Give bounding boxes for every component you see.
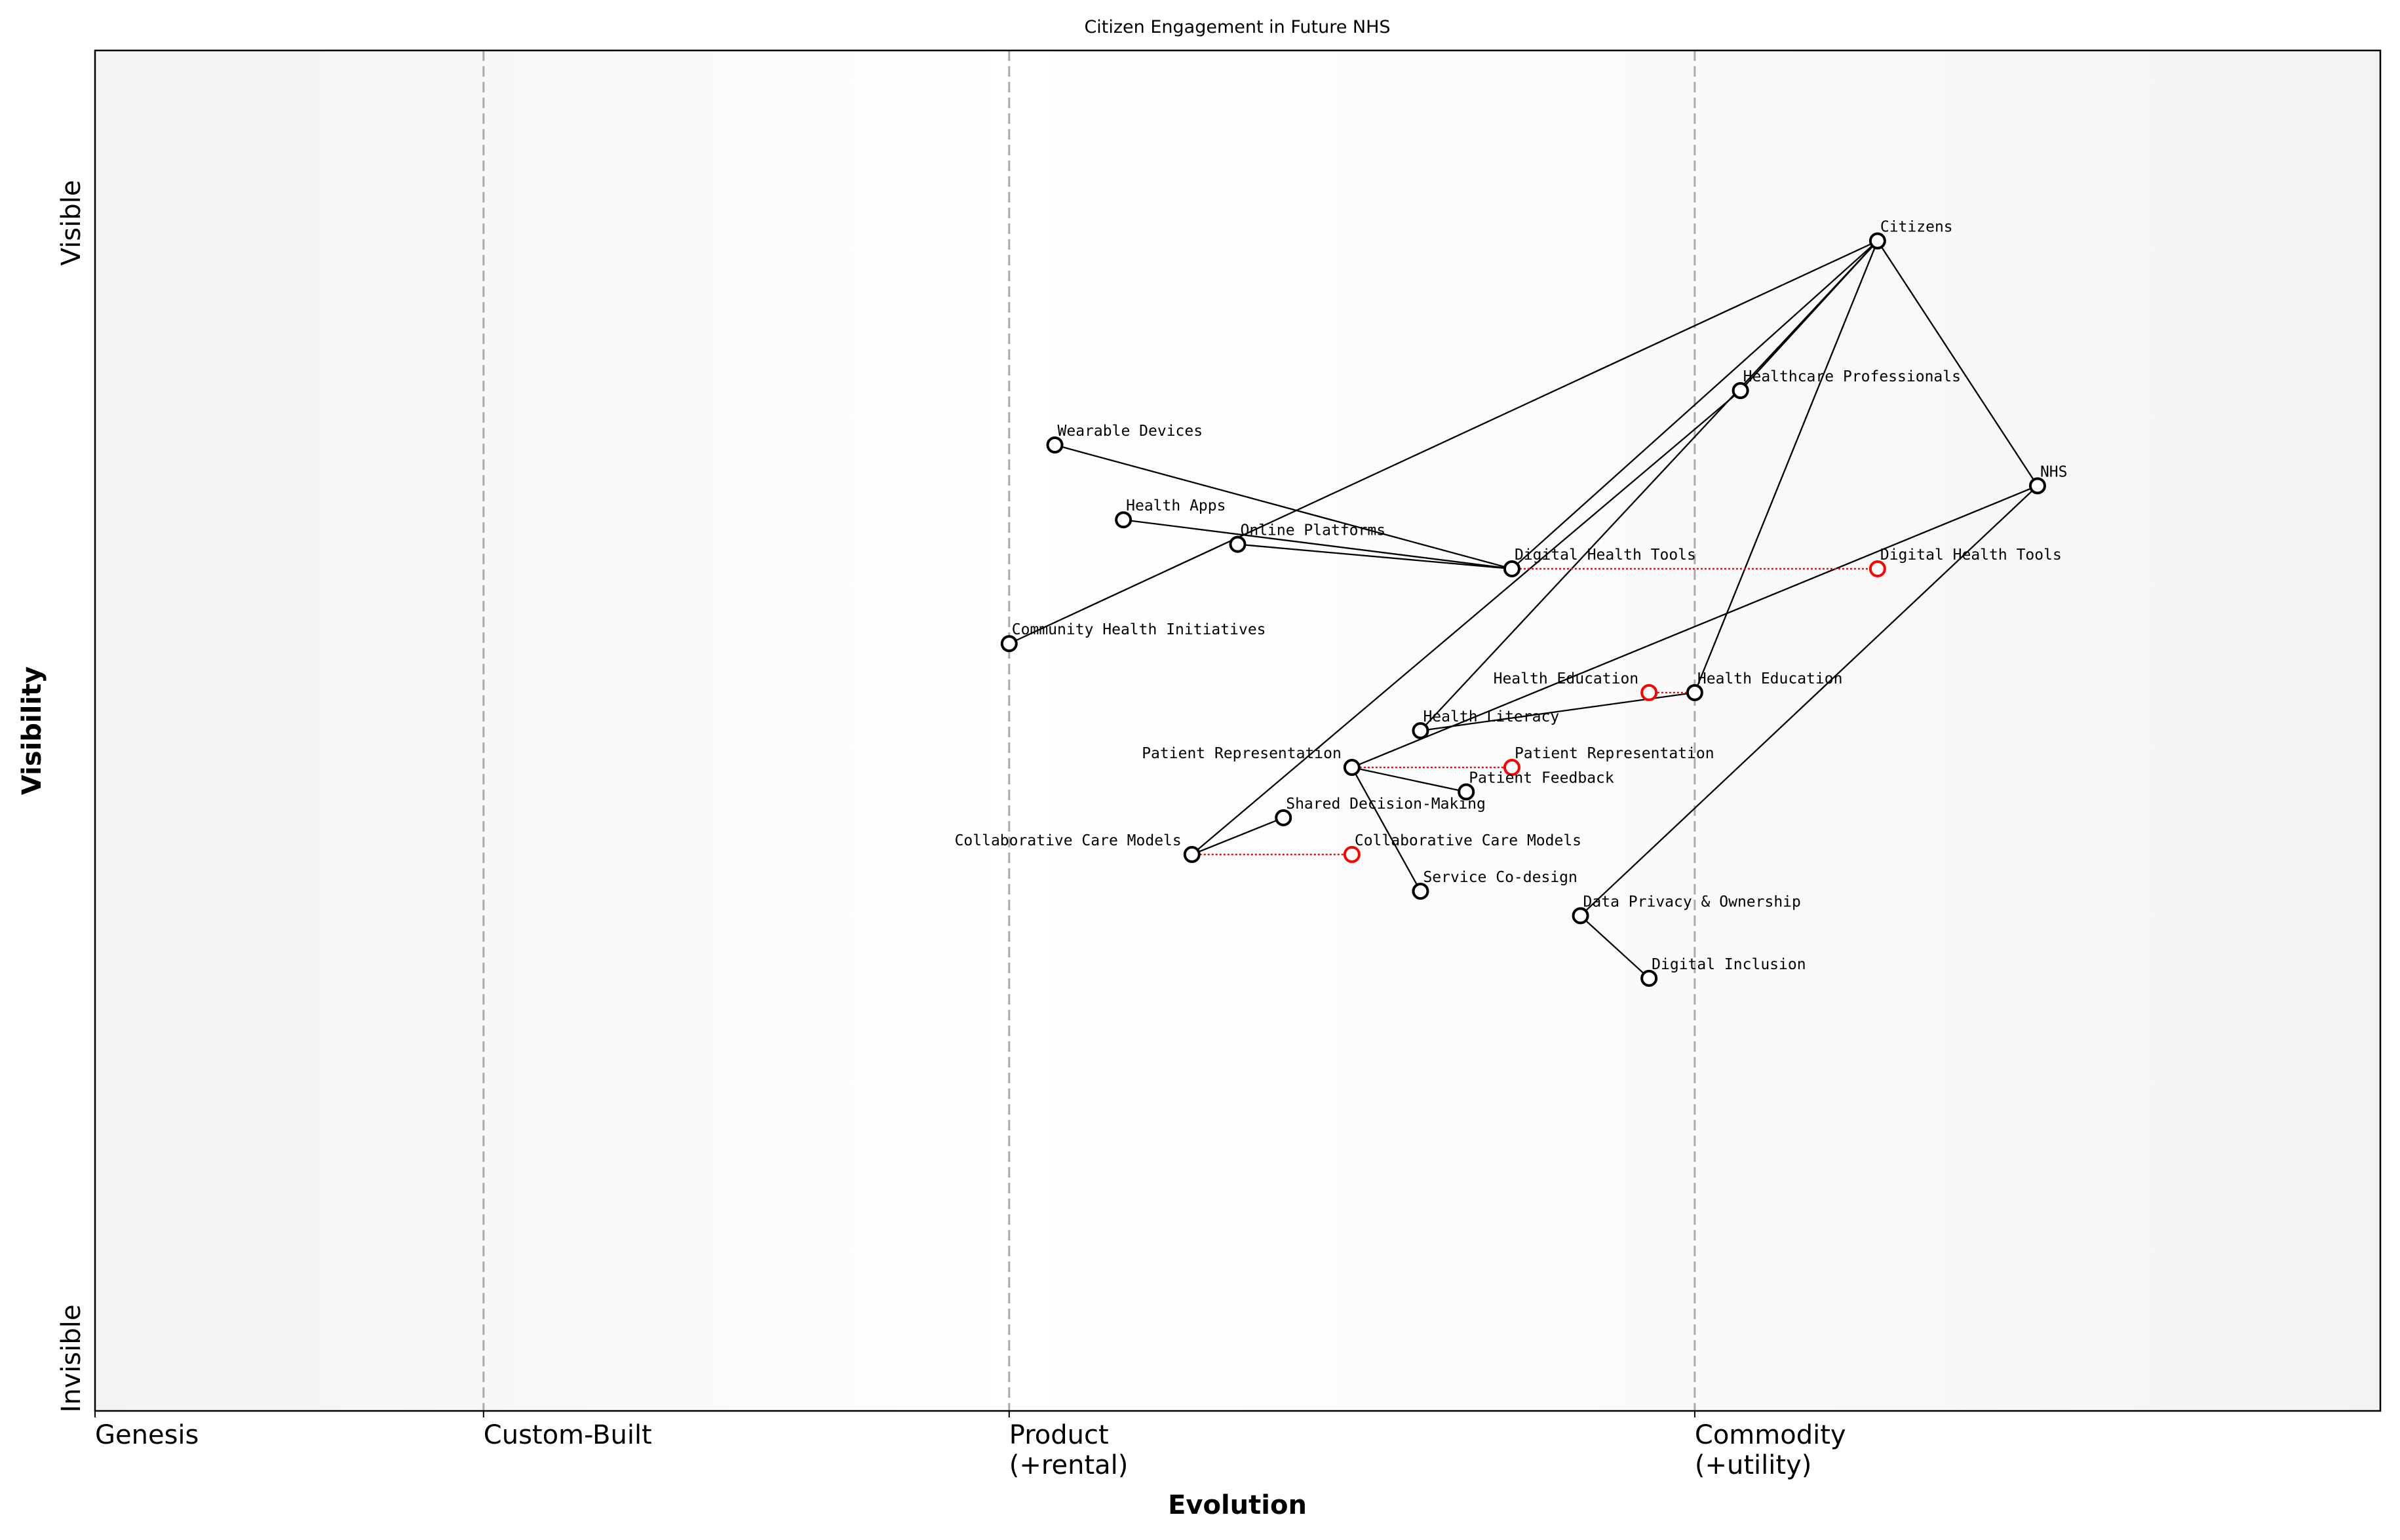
node-nhs[interactable] [2028, 477, 2046, 495]
link-nhs-to-data-privacy-ownership [1579, 485, 2038, 917]
node-health-apps[interactable] [1115, 511, 1132, 529]
plot-background [95, 50, 2380, 1411]
node-healthcare-professionals[interactable] [1732, 382, 1749, 399]
node-collaborative-care-models[interactable] [1183, 845, 1201, 863]
link-digital-health-tools-to-health-apps [1123, 519, 1513, 570]
link-citizens-to-health-education [1694, 241, 1878, 693]
evolved-node-health-education[interactable] [1640, 683, 1658, 701]
node-data-privacy-ownership[interactable] [1572, 907, 1589, 925]
node-health-literacy[interactable] [1412, 722, 1429, 739]
chart-title: Citizen Engagement in Future NHS [1084, 17, 1390, 37]
label-shared-decision-making: Shared Decision-Making [1286, 796, 1486, 813]
stage-label-custom-built: Custom-Built [484, 1420, 652, 1450]
label-wearable-devices: Wearable Devices [1058, 423, 1203, 440]
label-digital-inclusion: Digital Inclusion [1652, 956, 1806, 973]
evolved-node-digital-health-tools[interactable] [1868, 560, 1886, 577]
node-digital-inclusion[interactable] [1640, 969, 1658, 987]
link-data-privacy-ownership-to-digital-inclusion [1579, 915, 1650, 979]
label-patient-representation: Patient Representation [1142, 745, 1342, 762]
link-citizens-to-community-health-initiatives [1009, 240, 1878, 645]
x-axis-label: Evolution [1168, 1490, 1307, 1520]
node-community-health-initiatives[interactable] [1000, 635, 1018, 653]
node-shared-decision-making[interactable] [1275, 809, 1292, 826]
stage-label-genesis: Genesis [95, 1420, 199, 1450]
node-online-platforms[interactable] [1229, 535, 1247, 553]
label-community-health-initiatives: Community Health Initiatives [1012, 621, 1266, 638]
y-tick-invisible: Invisible [56, 1305, 87, 1413]
label-data-privacy-ownership: Data Privacy & Ownership [1583, 893, 1801, 910]
evolved-label-health-education: Health Education [1494, 670, 1639, 687]
label-citizens: Citizens [1880, 219, 1953, 236]
label-digital-health-tools: Digital Health Tools [1515, 547, 1696, 564]
node-patient-feedback[interactable] [1458, 783, 1475, 801]
link-patient-representation-to-patient-feedback [1351, 766, 1467, 793]
link-nhs-to-patient-representation [1351, 485, 2038, 769]
evolved-label-digital-health-tools: Digital Health Tools [1880, 547, 2062, 564]
label-service-co-design: Service Co-design [1423, 869, 1577, 886]
link-digital-health-tools-to-online-platforms [1237, 543, 1513, 570]
link-citizens-to-digital-health-tools [1511, 240, 1878, 569]
evolved-node-collaborative-care-models[interactable] [1343, 845, 1361, 863]
label-collaborative-care-models: Collaborative Care Models [955, 832, 1182, 849]
node-service-co-design[interactable] [1412, 882, 1429, 900]
node-patient-representation[interactable] [1343, 759, 1361, 777]
link-citizens-to-nhs [1876, 241, 2038, 486]
link-collaborative-care-models-to-shared-decision-making [1191, 817, 1284, 855]
node-health-education[interactable] [1686, 683, 1703, 701]
label-health-apps: Health Apps [1126, 497, 1226, 514]
label-online-platforms: Online Platforms [1241, 522, 1386, 539]
plot-frame [94, 49, 2382, 1412]
label-patient-feedback: Patient Feedback [1469, 769, 1614, 786]
link-patient-representation-to-service-co-design [1351, 767, 1422, 892]
link-healthcare-professionals-to-collaborative-care-models [1191, 390, 1741, 855]
stage-label-product: Product (+rental) [1009, 1420, 1129, 1480]
label-nhs: NHS [2040, 463, 2068, 480]
label-healthcare-professionals: Healthcare Professionals [1743, 368, 1961, 385]
y-axis-label: Visibility [17, 666, 47, 795]
stage-label-commodity: Commodity (+utility) [1695, 1420, 1846, 1480]
link-digital-health-tools-to-wearable-devices [1055, 444, 1513, 570]
evolved-label-patient-representation: Patient Representation [1515, 745, 1714, 762]
evolved-node-patient-representation[interactable] [1503, 759, 1520, 777]
y-tick-visible: Visible [56, 180, 87, 266]
node-citizens[interactable] [1868, 232, 1886, 250]
node-wearable-devices[interactable] [1046, 436, 1064, 454]
link-citizens-to-health-literacy [1420, 240, 1878, 731]
node-digital-health-tools[interactable] [1503, 560, 1520, 577]
label-health-education: Health Education [1697, 670, 1843, 687]
evolved-label-collaborative-care-models: Collaborative Care Models [1355, 832, 1581, 849]
label-health-literacy: Health Literacy [1423, 708, 1559, 725]
